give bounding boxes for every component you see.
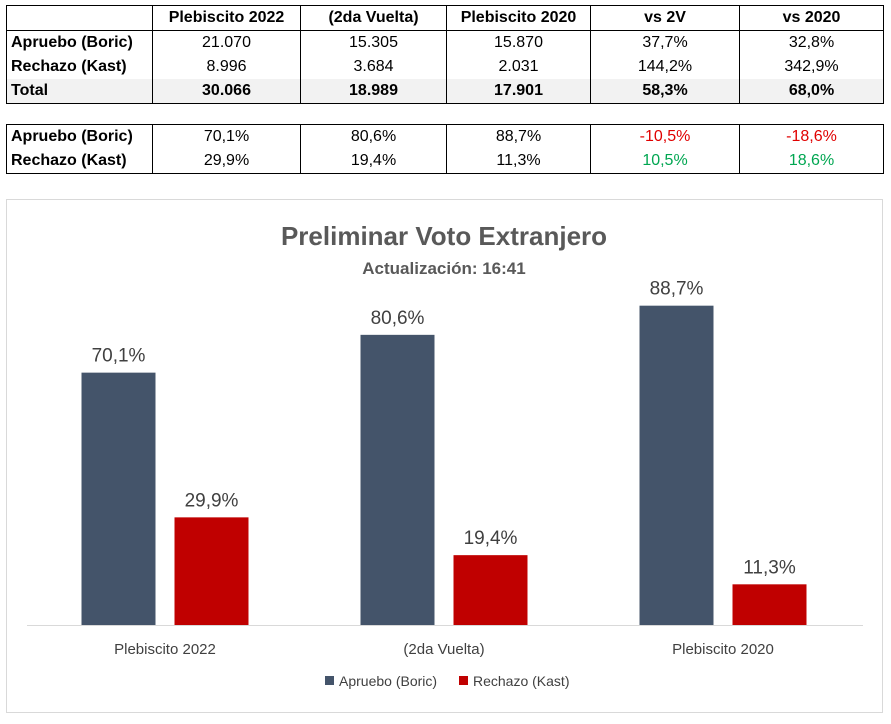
- table-cell: 15.870: [446, 30, 591, 55]
- table-cell: 144,2%: [590, 55, 740, 79]
- x-tick-label: Plebiscito 2020: [672, 641, 774, 658]
- header-cell: [6, 5, 153, 31]
- header-cell: vs 2V: [590, 5, 740, 31]
- table-cell: 29,9%: [152, 149, 301, 174]
- header-cell: vs 2020: [739, 5, 884, 31]
- table-cell: 32,8%: [739, 30, 884, 55]
- bar-rechazo: [453, 555, 528, 625]
- row-label: Rechazo (Kast): [6, 55, 153, 79]
- data-label: 29,9%: [185, 490, 239, 511]
- bar-chart: Preliminar Voto Extranjero Actualización:…: [27, 221, 863, 689]
- table-cell: 15.305: [300, 30, 447, 55]
- table-row: Apruebo (Boric) 21.070 15.305 15.870 37,…: [6, 30, 884, 55]
- x-tick-label: Plebiscito 2022: [114, 641, 216, 658]
- table-cell: 8.996: [152, 55, 301, 79]
- share-table: Apruebo (Boric) 70,1% 80,6% 88,7% -10,5%…: [6, 124, 884, 174]
- bar-apruebo: [81, 372, 156, 625]
- legend-swatch: [459, 676, 468, 685]
- chart-title: Preliminar Voto Extranjero: [281, 221, 607, 251]
- table-cell: 37,7%: [590, 30, 740, 55]
- table-cell: 10,5%: [590, 149, 740, 174]
- data-label: 19,4%: [464, 528, 518, 549]
- table-cell: 19,4%: [300, 149, 447, 174]
- table-cell: 18,6%: [739, 149, 884, 174]
- table-cell: 30.066: [152, 79, 301, 104]
- table-cell: -10,5%: [590, 124, 740, 149]
- x-tick-label: (2da Vuelta): [403, 641, 484, 658]
- data-label: 88,7%: [650, 279, 704, 300]
- table-cell: 342,9%: [739, 55, 884, 79]
- chart-container: Preliminar Voto Extranjero Actualización:…: [6, 199, 883, 713]
- table-cell: 18.989: [300, 79, 447, 104]
- legend-swatch: [325, 676, 334, 685]
- header-cell: Plebiscito 2020: [446, 5, 591, 31]
- table-cell: 2.031: [446, 55, 591, 79]
- data-label: 80,6%: [371, 308, 425, 329]
- table-cell: 3.684: [300, 55, 447, 79]
- header-cell: (2da Vuelta): [300, 5, 447, 31]
- table-cell: 88,7%: [446, 124, 591, 149]
- data-label: 70,1%: [92, 346, 146, 367]
- table-cell: 58,3%: [590, 79, 740, 104]
- bar-rechazo: [174, 517, 249, 625]
- legend-label: Rechazo (Kast): [473, 673, 569, 689]
- table-cell: 80,6%: [300, 124, 447, 149]
- bar-rechazo: [732, 584, 807, 625]
- results-header-row: Plebiscito 2022 (2da Vuelta) Plebiscito …: [6, 5, 884, 31]
- table-cell: 21.070: [152, 30, 301, 55]
- table-cell: 17.901: [446, 79, 591, 104]
- table-row: Apruebo (Boric) 70,1% 80,6% 88,7% -10,5%…: [6, 124, 884, 149]
- total-row: Total 30.066 18.989 17.901 58,3% 68,0%: [6, 79, 884, 104]
- row-label: Apruebo (Boric): [6, 124, 153, 149]
- data-label: 11,3%: [743, 557, 796, 578]
- header-cell: Plebiscito 2022: [152, 5, 301, 31]
- chart-subtitle: Actualización: 16:41: [362, 259, 525, 278]
- row-label: Total: [6, 79, 153, 104]
- table-cell: 68,0%: [739, 79, 884, 104]
- row-label: Rechazo (Kast): [6, 149, 153, 174]
- table-cell: -18,6%: [739, 124, 884, 149]
- legend-label: Apruebo (Boric): [339, 673, 437, 689]
- table-cell: 11,3%: [446, 149, 591, 174]
- table-row: Rechazo (Kast) 29,9% 19,4% 11,3% 10,5% 1…: [6, 149, 884, 174]
- row-label: Apruebo (Boric): [6, 30, 153, 55]
- results-table: Plebiscito 2022 (2da Vuelta) Plebiscito …: [6, 5, 884, 104]
- bar-apruebo: [639, 305, 714, 625]
- table-cell: 70,1%: [152, 124, 301, 149]
- bar-apruebo: [360, 334, 435, 625]
- table-row: Rechazo (Kast) 8.996 3.684 2.031 144,2% …: [6, 55, 884, 79]
